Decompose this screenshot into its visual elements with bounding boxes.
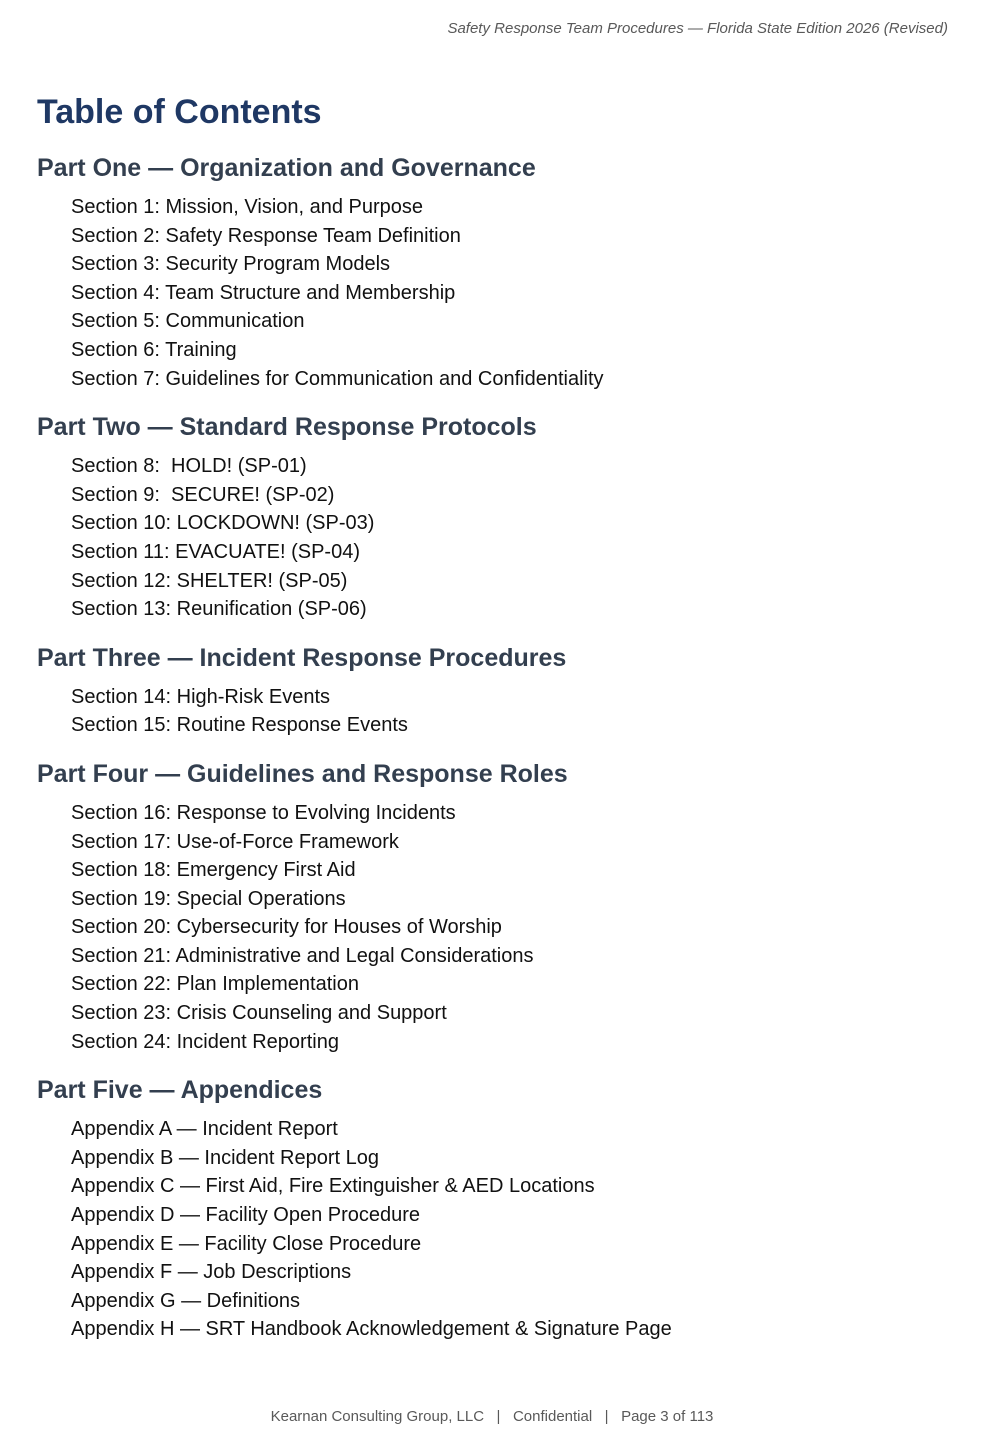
toc-parts: Part One — Organization and Governance Se… xyxy=(37,153,960,1344)
toc-entry[interactable]: Section 5: Communication xyxy=(71,310,305,333)
toc-entry[interactable]: Appendix F — Job Descriptions xyxy=(71,1261,352,1284)
toc-entry[interactable]: Section 21: Administrative and Legal Con… xyxy=(71,944,534,967)
toc-part: Part One — Organization and Governance Se… xyxy=(37,153,960,393)
toc-entry[interactable]: Section 17: Use-of-Force Framework xyxy=(71,830,399,853)
running-header: Safety Response Team Procedures — Florid… xyxy=(447,20,948,37)
toc-part: Part Five — Appendices Appendix A — Incid… xyxy=(37,1075,960,1344)
toc-entry[interactable]: Section 10: LOCKDOWN! (SP-03) xyxy=(71,512,375,535)
toc-entry[interactable]: Section 11: EVACUATE! (SP-04) xyxy=(71,540,360,563)
toc-entry[interactable]: Section 9: SECURE! (SP-02) xyxy=(71,483,335,506)
toc-entry[interactable]: Section 8: HOLD! (SP-01) xyxy=(71,455,307,478)
toc-entry[interactable]: Section 6: Training xyxy=(71,338,237,361)
toc-entry[interactable]: Section 7: Guidelines for Communication … xyxy=(71,367,604,390)
part-heading[interactable]: Part Two — Standard Response Protocols xyxy=(37,413,537,442)
toc-entry[interactable]: Section 2: Safety Response Team Definiti… xyxy=(71,224,461,247)
toc-entry[interactable]: Section 3: Security Program Models xyxy=(71,253,391,276)
toc-entry[interactable]: Section 4: Team Structure and Membership xyxy=(71,281,456,304)
toc-entry[interactable]: Section 13: Reunification (SP-06) xyxy=(71,598,367,621)
toc-part: Part Four — Guidelines and Response Role… xyxy=(37,759,960,1056)
toc-entry[interactable]: Section 12: SHELTER! (SP-05) xyxy=(71,569,348,592)
toc-entry[interactable]: Section 22: Plan Implementation xyxy=(71,973,359,996)
page-title: Table of Contents xyxy=(37,93,322,131)
toc-entry[interactable]: Appendix B — Incident Report Log xyxy=(71,1146,379,1169)
toc-part: Part Two — Standard Response Protocols Se… xyxy=(37,412,960,624)
toc-entry[interactable]: Section 14: High-Risk Events xyxy=(71,685,331,708)
part-heading[interactable]: Part Three — Incident Response Procedure… xyxy=(37,643,567,672)
toc-entry[interactable]: Section 19: Special Operations xyxy=(71,887,346,910)
toc-entry[interactable]: Appendix C — First Aid, Fire Extinguishe… xyxy=(71,1175,595,1198)
toc-entry[interactable]: Section 1: Mission, Vision, and Purpose xyxy=(71,196,424,218)
toc-entry[interactable]: Section 24: Incident Reporting xyxy=(71,1030,339,1053)
part-heading[interactable]: Part Four — Guidelines and Response Role… xyxy=(37,759,568,788)
toc-entry[interactable]: Section 16: Response to Evolving Inciden… xyxy=(71,801,456,824)
part-heading[interactable]: Part One — Organization and Governance xyxy=(37,154,536,182)
toc-entry[interactable]: Appendix H — SRT Handbook Acknowledgemen… xyxy=(71,1318,672,1341)
toc-entry[interactable]: Appendix E — Facility Close Procedure xyxy=(71,1232,422,1255)
toc-entry[interactable]: Section 15: Routine Response Events xyxy=(71,714,408,737)
toc-entry[interactable]: Section 23: Crisis Counseling and Suppor… xyxy=(71,1002,447,1025)
toc-entry[interactable]: Appendix D — Facility Open Procedure xyxy=(71,1204,421,1227)
toc-entry[interactable]: Appendix G — Definitions xyxy=(71,1289,301,1312)
page-footer: Kearnan Consulting Group, LLC | Confiden… xyxy=(270,1408,714,1425)
toc-part: Part Three — Incident Response Procedure… xyxy=(37,643,960,740)
toc-entry[interactable]: Appendix A — Incident Report xyxy=(71,1118,338,1141)
toc: Table of Contents Part One — Organizatio… xyxy=(37,92,960,1344)
part-heading[interactable]: Part Five — Appendices xyxy=(37,1076,323,1105)
toc-entry[interactable]: Section 20: Cybersecurity for Houses of … xyxy=(71,916,502,939)
toc-entry[interactable]: Section 18: Emergency First Aid xyxy=(71,859,356,882)
